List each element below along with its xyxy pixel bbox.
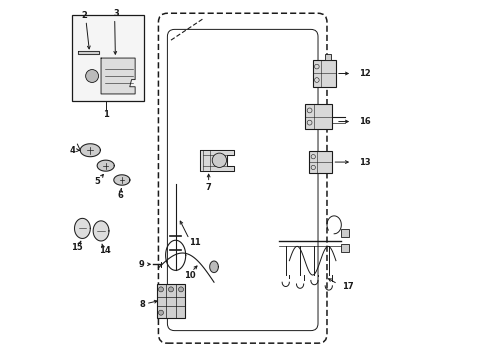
Polygon shape xyxy=(114,175,130,185)
Circle shape xyxy=(212,153,226,167)
Polygon shape xyxy=(74,219,90,238)
Bar xyxy=(308,151,332,173)
Text: 8: 8 xyxy=(139,300,145,309)
Bar xyxy=(341,229,348,237)
Text: 15: 15 xyxy=(71,243,82,252)
Text: 12: 12 xyxy=(358,69,369,78)
Circle shape xyxy=(158,310,163,315)
Bar xyxy=(312,60,335,87)
Bar xyxy=(325,54,330,60)
Text: 3: 3 xyxy=(113,9,119,18)
Text: 13: 13 xyxy=(358,158,369,167)
Bar xyxy=(72,15,144,101)
Polygon shape xyxy=(101,58,135,94)
Bar xyxy=(341,244,348,252)
Polygon shape xyxy=(209,261,218,273)
Polygon shape xyxy=(80,144,100,157)
Text: 9: 9 xyxy=(138,260,144,269)
Circle shape xyxy=(168,287,173,292)
Text: 11: 11 xyxy=(189,238,201,247)
Text: 1: 1 xyxy=(103,110,109,119)
Polygon shape xyxy=(93,221,109,241)
Circle shape xyxy=(178,287,183,292)
Bar xyxy=(304,104,331,129)
Polygon shape xyxy=(199,149,233,171)
Text: 4: 4 xyxy=(69,146,75,155)
Text: 14: 14 xyxy=(99,246,110,255)
Circle shape xyxy=(85,69,99,82)
Bar xyxy=(156,284,185,318)
Polygon shape xyxy=(78,51,99,54)
Text: 5: 5 xyxy=(94,177,100,186)
Text: 17: 17 xyxy=(342,282,353,291)
Text: 7: 7 xyxy=(205,183,211,192)
Text: 10: 10 xyxy=(184,271,195,280)
Text: 16: 16 xyxy=(358,117,369,126)
Circle shape xyxy=(158,287,163,292)
Polygon shape xyxy=(97,160,114,171)
Text: 2: 2 xyxy=(81,10,86,19)
Text: 6: 6 xyxy=(118,191,123,200)
